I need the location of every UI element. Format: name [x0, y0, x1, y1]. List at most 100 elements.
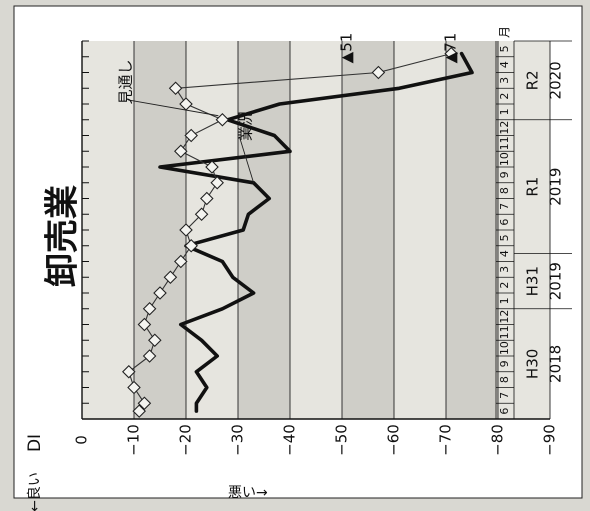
series-point-mitoshi — [142, 349, 157, 363]
value-band — [134, 41, 186, 419]
month-label: 7 — [498, 203, 511, 210]
value-tick-label-group: −80 — [489, 424, 507, 456]
month-label-group: 2 — [498, 93, 511, 100]
value-tick-label-group: −50 — [333, 424, 351, 456]
gridlines — [133, 41, 551, 419]
month-label-group: 7 — [498, 392, 511, 399]
series-point-mitoshi — [132, 404, 146, 418]
month-label-group: 11 — [498, 136, 511, 150]
chart-title: 卸売業 — [43, 185, 83, 287]
series-point-mitoshi — [142, 301, 157, 316]
era-label: H31 — [524, 266, 542, 296]
month-label: 5 — [498, 45, 511, 52]
value-band — [238, 41, 290, 419]
month-label: 9 — [498, 360, 511, 367]
month-label-group: 5 — [498, 45, 511, 52]
value-tick-label: 0 — [73, 435, 91, 445]
direction-bad-text-row: 悪い→ — [228, 485, 268, 501]
series-layer: 業況 見通し — [117, 46, 474, 418]
series-point-mitoshi — [163, 270, 178, 285]
y-axis-label: DI — [25, 434, 45, 452]
good-text: 良い — [27, 472, 43, 500]
value-tick-label-group: −90 — [541, 424, 559, 456]
series-point-mitoshi — [137, 317, 152, 332]
series-point-mitoshi — [184, 128, 198, 143]
bad-text: 悪い — [228, 485, 256, 501]
value-tick-label-group: −20 — [177, 424, 195, 456]
month-label-group: 10 — [498, 341, 511, 355]
era-label: H30 — [524, 349, 542, 379]
value-tick-label: −50 — [333, 424, 351, 456]
month-label: 4 — [498, 250, 511, 257]
era-label: R2 — [524, 70, 542, 90]
month-label-group: 11 — [498, 325, 511, 339]
month-unit-group: 月 — [498, 26, 512, 38]
series-point-mitoshi — [153, 286, 167, 300]
series-point-mitoshi — [215, 112, 230, 127]
month-label-group: 9 — [498, 360, 511, 367]
series-point-mitoshi — [371, 65, 386, 80]
year-label: 2019 — [547, 168, 565, 206]
value-tick-label: −90 — [541, 424, 559, 456]
month-label-group: 9 — [498, 171, 511, 178]
y-axis: 0 −10 −20 −30 −40 −50 −60 −70 −80 −90 — [73, 424, 559, 456]
month-label: 10 — [498, 341, 511, 355]
month-label: 10 — [498, 152, 511, 166]
series-point-mitoshi — [200, 191, 214, 206]
month-label: 3 — [498, 266, 511, 273]
month-label: 11 — [498, 325, 511, 339]
month-label-group: 3 — [498, 266, 511, 273]
month-label: 5 — [498, 234, 511, 241]
month-label: 4 — [498, 61, 511, 68]
direction-good-label: ←良い — [27, 472, 43, 511]
value-tick-label: −10 — [125, 424, 143, 456]
series-point-mitoshi — [174, 254, 188, 269]
month-label-group: 6 — [498, 408, 511, 415]
month-label: 12 — [498, 121, 511, 135]
value-tick-label: −60 — [385, 424, 403, 456]
era-label: R1 — [524, 177, 542, 197]
series-point-mitoshi — [174, 144, 188, 159]
value-tick-label-group: −30 — [229, 424, 247, 456]
year-label: 2019 — [547, 262, 565, 300]
series-point-mitoshi — [168, 81, 183, 96]
month-unit-label: 月 — [498, 26, 512, 38]
month-label-group: 7 — [498, 203, 511, 210]
month-label-group: 4 — [498, 61, 511, 68]
series-point-mitoshi — [210, 175, 224, 190]
annotation-label: ▲71 — [442, 33, 460, 64]
month-label: 6 — [498, 219, 511, 226]
era-label-group: H30 — [524, 349, 542, 379]
value-tick-label: −80 — [489, 424, 507, 456]
era-label-group: H31 — [524, 266, 542, 296]
series-label-mitoshi-group: 見通し — [117, 59, 135, 104]
series-point-mitoshi — [444, 46, 458, 61]
series-label-mitoshi: 見通し — [117, 59, 135, 104]
label-leader-mitoshi — [128, 99, 219, 117]
month-label-group: 12 — [498, 310, 511, 324]
year-label-group: 2019 — [547, 262, 565, 300]
month-label: 8 — [498, 376, 511, 383]
series-point-mitoshi — [137, 396, 152, 411]
value-tick-label: −70 — [437, 424, 455, 456]
value-band — [394, 41, 446, 419]
value-tick-label: −40 — [281, 424, 299, 456]
value-band — [186, 41, 238, 419]
month-label-group: 8 — [498, 187, 511, 194]
month-label: 6 — [498, 408, 511, 415]
year-label-group: 2020 — [547, 61, 565, 99]
month-label-group: 8 — [498, 376, 511, 383]
month-label-group: 2 — [498, 282, 511, 289]
month-label: 9 — [498, 171, 511, 178]
month-label-group: 10 — [498, 152, 511, 166]
month-label-group: 1 — [498, 108, 511, 115]
month-label-group: 12 — [498, 121, 511, 135]
era-label-group: R2 — [524, 70, 542, 90]
value-tick-label: −30 — [229, 424, 247, 456]
series-point-mitoshi — [148, 333, 162, 348]
value-band — [446, 41, 498, 419]
series-point-mitoshi — [194, 207, 209, 222]
month-label: 1 — [498, 297, 511, 304]
